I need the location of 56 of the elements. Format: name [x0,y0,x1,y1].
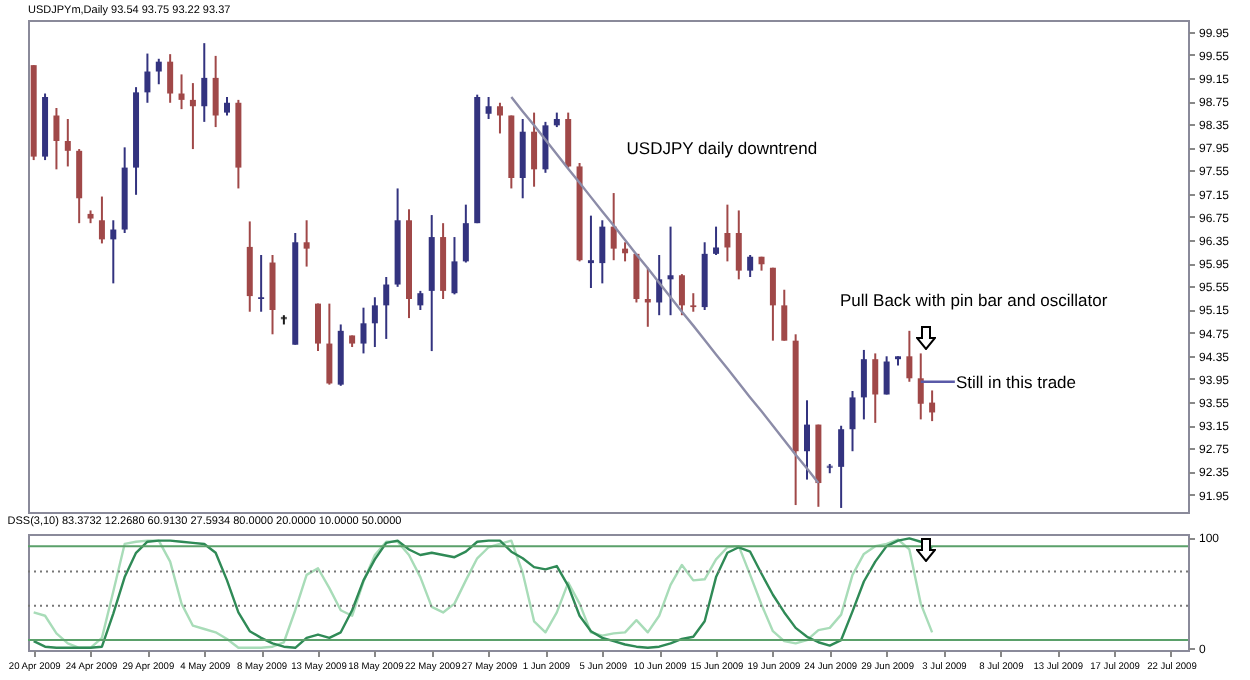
candlestick [633,252,640,304]
candlestick [542,120,549,174]
candlestick [565,111,572,169]
candlestick [678,273,685,317]
annotation: Still in this trade [956,371,1077,392]
candlestick [360,306,367,355]
candlestick [496,101,503,135]
candlestick [303,219,310,268]
candlestick [769,266,776,342]
candlestick [451,236,458,296]
candlestick [747,254,754,278]
candlestick [76,148,83,225]
candlestick [735,209,742,281]
candlestick [713,225,720,256]
candlestick [929,389,936,423]
candlestick [849,390,856,453]
candlestick [224,95,231,117]
candlestick [53,106,60,171]
candlestick [519,117,526,200]
candlestick [906,329,913,383]
line-series [510,95,820,485]
candlestick [860,348,867,421]
candlestick [667,225,674,317]
candlestick [610,192,617,262]
candlestick [167,53,174,104]
candlestick [155,57,162,86]
annotation: Pull Back with pin bar and oscillator [840,290,1108,311]
candlestick [883,355,890,396]
candlestick [189,82,196,151]
annotation: USDJPY daily downtrend [626,137,818,158]
candlestick [724,203,731,263]
candlestick [781,288,788,342]
candlestick [417,289,424,311]
candlestick [144,52,151,104]
candlestick [462,203,469,264]
candlestick [872,352,879,424]
candlestick [315,302,321,353]
candlestick [383,276,390,340]
candlestick [64,117,71,168]
candlestick [98,195,105,245]
candlestick [485,95,492,120]
candlestick [690,292,697,313]
candlestick [326,302,333,386]
candlestick [258,254,265,313]
candlestick [804,399,811,481]
candlestick [201,42,208,123]
candlestick [178,73,185,111]
candlestick [838,424,845,509]
candlestick [531,111,538,188]
candlestick [269,254,276,336]
candlestick [212,54,219,129]
candlestick [599,219,606,285]
candlestick [587,214,594,289]
candlestick [917,352,924,421]
candlestick [110,219,117,285]
candlestick [371,296,378,349]
